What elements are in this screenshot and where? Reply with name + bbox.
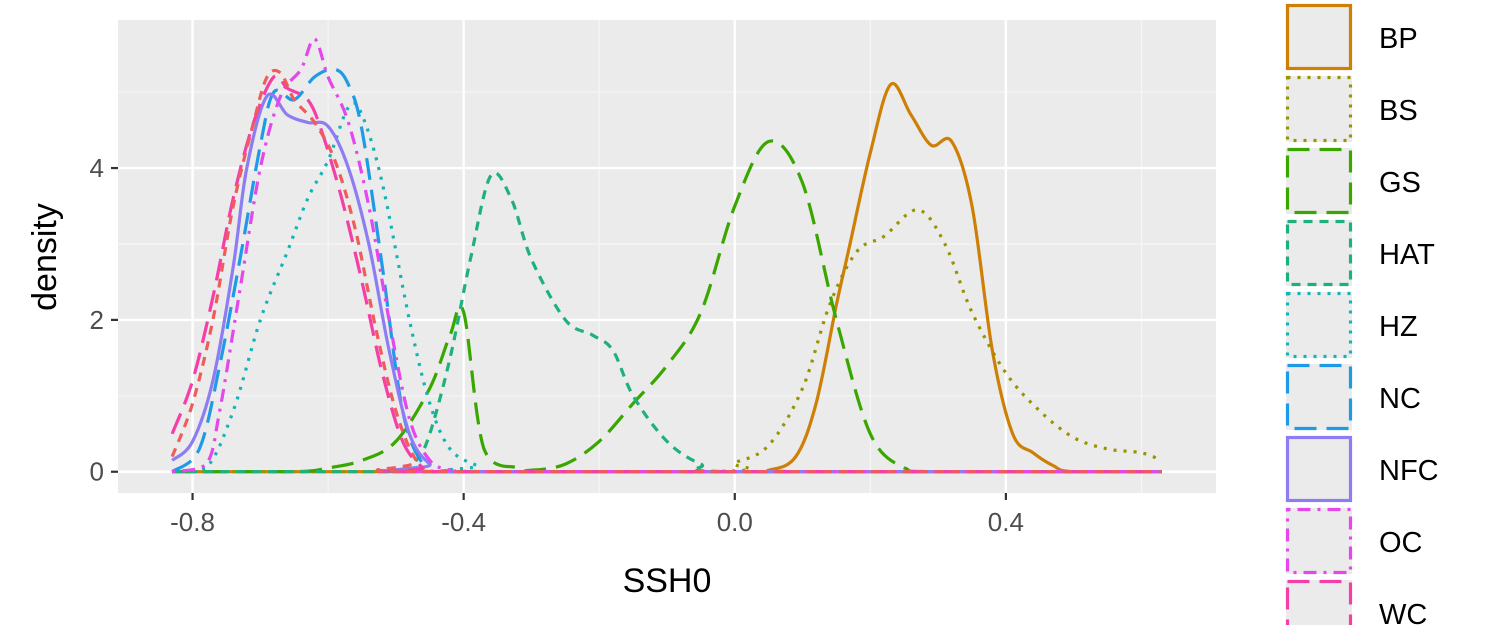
legend-key-bs (1285, 75, 1353, 143)
x-axis-title: SSH0 (623, 562, 712, 600)
legend-key-bg (1286, 292, 1352, 358)
legend-key-bg (1286, 76, 1352, 142)
y-tick-label: 4 (90, 153, 104, 183)
x-tick-label: 0.4 (988, 507, 1024, 537)
legend-key-hz (1285, 291, 1353, 359)
legend-label-hat: HAT (1379, 239, 1435, 271)
legend-label-wc: WC (1379, 599, 1427, 625)
legend-key-bg (1286, 220, 1352, 286)
panel-background (118, 20, 1216, 493)
density-lines (170, 37, 1163, 474)
legend-key-bg (1286, 364, 1352, 430)
y-tick-label: 0 (90, 457, 104, 487)
x-tick-label: -0.8 (170, 507, 215, 537)
legend-key-bg (1286, 436, 1352, 502)
legend-label-nc: NC (1379, 383, 1421, 415)
legend: BP BS GS HAT HZ NC NFC OC WC (1285, 3, 1439, 625)
y-axis-title: density (26, 203, 64, 311)
legend-label-bp: BP (1379, 23, 1418, 55)
legend-key-bg (1286, 148, 1352, 214)
legend-label-bs: BS (1379, 95, 1418, 127)
legend-key-bg (1286, 508, 1352, 574)
legend-key-bg (1286, 4, 1352, 70)
legend-key-oc (1285, 507, 1353, 575)
legend-key-bp (1285, 3, 1353, 71)
x-tick-label: -0.4 (441, 507, 486, 537)
density-line-hat (172, 171, 1162, 474)
legend-label-oc: OC (1379, 527, 1423, 559)
legend-key-bg (1286, 580, 1352, 625)
legend-label-gs: GS (1379, 167, 1421, 199)
density-line-bs (172, 208, 1163, 474)
legend-label-hz: HZ (1379, 311, 1418, 343)
density-line-gs (172, 139, 1162, 474)
y-tick-label: 2 (90, 305, 104, 335)
axes: -0.8 -0.4 0.0 0.4 0 2 4 (90, 153, 1024, 537)
legend-label-nfc: NFC (1379, 455, 1439, 487)
legend-key-nfc (1285, 435, 1353, 503)
x-tick-label: 0.0 (717, 507, 753, 537)
